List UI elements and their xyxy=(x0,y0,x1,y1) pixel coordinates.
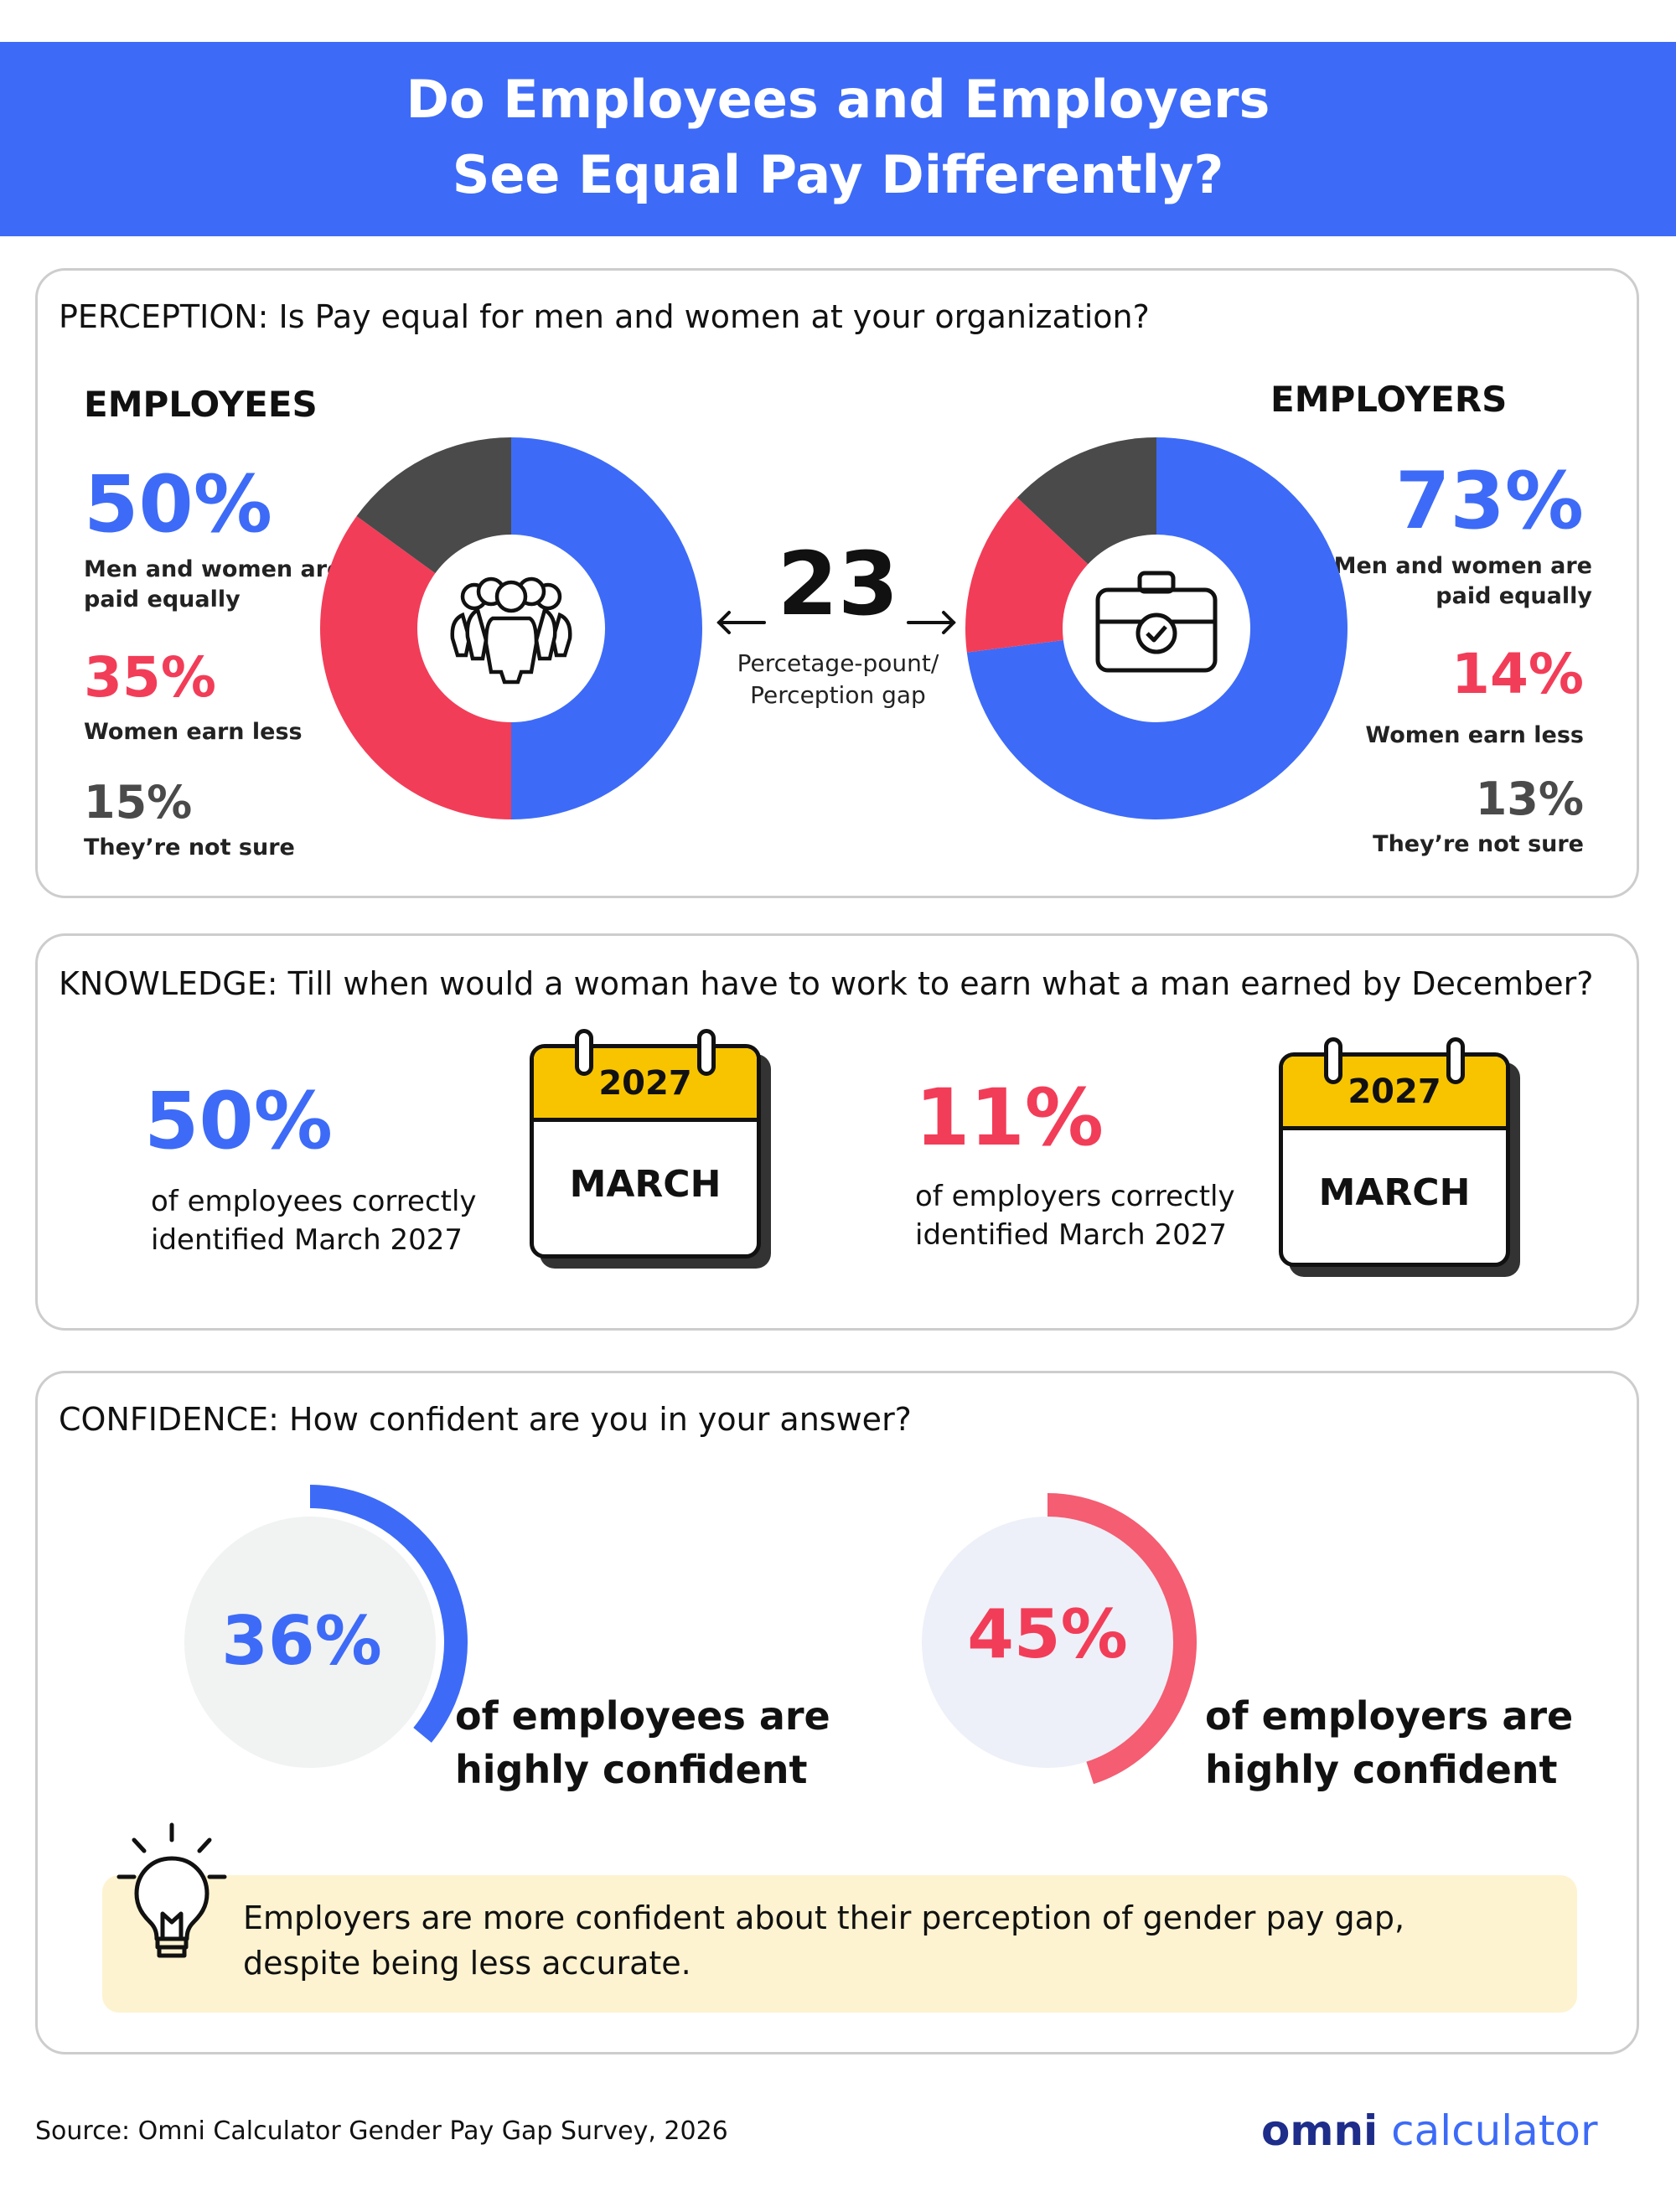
employees-unsure-pct: 15% xyxy=(84,776,193,829)
employees-unsure-text: They’re not sure xyxy=(84,835,295,861)
calendar-ring-icon xyxy=(575,1029,593,1076)
employers-equal-pct: 73% xyxy=(1395,456,1584,547)
calendar-employees: 2027 MARCH xyxy=(530,1029,773,1289)
employers-confidence-gauge xyxy=(922,1493,1197,1785)
calendar-month: MARCH xyxy=(1318,1171,1471,1214)
calendar-ring-icon xyxy=(697,1029,716,1076)
employers-label: EMPLOYERS xyxy=(1270,379,1508,420)
gap-text-1: Percetage-pount/ xyxy=(737,649,939,677)
source-note: Source: Omni Calculator Gender Pay Gap S… xyxy=(35,2116,728,2146)
employers-less-pct: 14% xyxy=(1451,642,1584,706)
employers-confidence-arc xyxy=(1047,1493,1197,1785)
group-of-people-icon xyxy=(450,576,572,685)
employees-confidence-arc xyxy=(309,1485,468,1743)
calendar-header xyxy=(1283,1057,1506,1130)
employers-unsure-text: They’re not sure xyxy=(1373,831,1584,857)
insight-text-1: Employers are more confident about their… xyxy=(243,1899,1405,1936)
employees-less-text: Women earn less xyxy=(84,719,303,745)
employers-equal-text-1: Men and women are xyxy=(1333,553,1592,579)
employers-less-text: Women earn less xyxy=(1365,722,1584,748)
confidence-employees-pct: 36% xyxy=(221,1602,382,1680)
calendar-month: MARCH xyxy=(569,1163,722,1206)
employers-equal-text-2: paid equally xyxy=(1435,583,1592,609)
employees-donut-chart xyxy=(320,437,702,819)
omni-calculator-logo: omni calculator xyxy=(1261,2106,1598,2155)
employees-confidence-gauge xyxy=(184,1485,468,1768)
perception-question: PERCEPTION: Is Pay equal for men and wom… xyxy=(59,298,1150,335)
gauge-background xyxy=(922,1517,1173,1768)
logo-omni: omni xyxy=(1261,2106,1379,2155)
employees-equal-text-2: paid equally xyxy=(84,587,241,612)
confidence-employees-text-1: of employees are xyxy=(455,1693,830,1739)
title-line-1: Do Employees and Employers xyxy=(406,69,1270,130)
perception-card xyxy=(35,268,1639,898)
logo-calculator: calculator xyxy=(1391,2106,1598,2155)
title-banner xyxy=(0,42,1676,236)
employees-label: EMPLOYEES xyxy=(84,384,318,425)
knowledge-employers-text-1: of employers correctly xyxy=(915,1180,1235,1213)
calendar-year: 2027 xyxy=(598,1064,692,1103)
insight-text-2: despite being less accurate. xyxy=(243,1945,691,1982)
title-line-2: See Equal Pay Differently? xyxy=(452,144,1224,205)
calendar-ring-icon xyxy=(1446,1037,1465,1084)
calendar-ring-icon xyxy=(1324,1037,1342,1084)
slice-women-earn-less xyxy=(320,515,511,819)
gap-value: 23 xyxy=(777,533,899,635)
knowledge-employees-text-2: identified March 2027 xyxy=(151,1223,463,1257)
gap-text-2: Perception gap xyxy=(750,681,926,709)
employees-equal-pct: 50% xyxy=(84,459,272,550)
calendar-page xyxy=(1279,1052,1510,1267)
confidence-employers-text-2: highly confident xyxy=(1205,1747,1558,1792)
insight-box xyxy=(102,1875,1577,2013)
knowledge-question: KNOWLEDGE: Till when would a woman have … xyxy=(59,965,1594,1002)
confidence-employees-text-2: highly confident xyxy=(455,1747,808,1792)
employers-donut-chart xyxy=(965,437,1348,819)
slice-paid-equally xyxy=(511,437,702,819)
calendar-page xyxy=(530,1044,761,1258)
calendar-year: 2027 xyxy=(1348,1072,1441,1111)
confidence-employers-text-1: of employers are xyxy=(1205,1693,1574,1739)
employers-unsure-pct: 13% xyxy=(1475,773,1584,825)
gap-arrows xyxy=(716,611,956,634)
gauge-background xyxy=(184,1517,436,1768)
briefcase-check-icon xyxy=(1095,571,1218,673)
confidence-question: CONFIDENCE: How confident are you in you… xyxy=(59,1401,912,1438)
employees-equal-text-1: Men and women are xyxy=(84,556,343,582)
confidence-employers-pct: 45% xyxy=(967,1595,1128,1673)
knowledge-employers-pct: 11% xyxy=(915,1072,1104,1164)
calendar-header xyxy=(534,1048,757,1122)
knowledge-employees-pct: 50% xyxy=(144,1076,333,1167)
calendar-employers: 2027 MARCH xyxy=(1279,1037,1522,1297)
employees-less-pct: 35% xyxy=(84,645,216,710)
lightbulb-icon xyxy=(116,1822,227,1958)
knowledge-employees-text-1: of employees correctly xyxy=(151,1185,477,1218)
knowledge-employers-text-2: identified March 2027 xyxy=(915,1218,1227,1252)
